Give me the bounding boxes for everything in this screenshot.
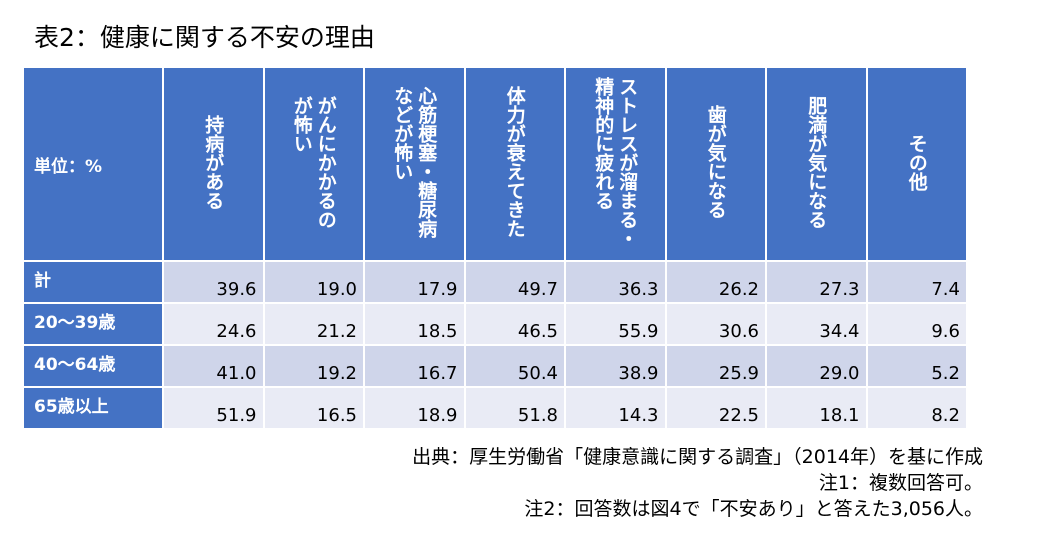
table-cell: 51.8 [463,386,566,430]
table-row: 20～39歳 24.6 21.2 18.5 46.5 55.9 30.6 34.… [22,302,968,346]
table-row: 計 39.6 19.0 17.9 49.7 36.3 26.2 27.3 7.4 [22,260,968,304]
table-cell: 55.9 [564,302,667,346]
column-header-stress: ストレスが溜まる・ 精神的に疲れる [564,66,667,262]
table-cell: 19.2 [262,344,365,388]
table-row: 40～64歳 41.0 19.2 16.7 50.4 38.9 25.9 29.… [22,344,968,388]
column-header-teeth: 歯が気になる [664,66,767,262]
table-cell: 17.9 [363,260,466,304]
table-cell: 30.6 [664,302,767,346]
row-label: 計 [22,260,164,304]
table-cell: 36.3 [564,260,667,304]
column-header-other: その他 [865,66,968,262]
column-header-cancer: がんにかかるの が怖い [262,66,365,262]
table-cell: 18.5 [363,302,466,346]
table-cell: 16.7 [363,344,466,388]
table-row: 65歳以上 51.9 16.5 18.9 51.8 14.3 22.5 18.1… [22,386,968,430]
table-cell: 29.0 [765,344,868,388]
footnotes: 出典：厚生労働省「健康意識に関する調査」（2014年）を基に作成 注1：複数回答… [412,444,983,522]
table-cell: 14.3 [564,386,667,430]
table-cell: 34.4 [765,302,868,346]
table-cell: 46.5 [463,302,566,346]
table-cell: 26.2 [664,260,767,304]
row-label: 40～64歳 [22,344,164,388]
column-header-obesity: 肥満が気になる [765,66,868,262]
table-header-row: 単位：% 持病がある がんにかかるの が怖い 心筋梗塞・糖尿病 などが怖い 体力… [22,66,968,262]
table-cell: 41.0 [162,344,265,388]
table-cell: 22.5 [664,386,767,430]
table-cell: 27.3 [765,260,868,304]
row-label: 65歳以上 [22,386,164,430]
table-cell: 18.9 [363,386,466,430]
column-header-chronic-disease: 持病がある [162,66,265,262]
column-header-stamina: 体力が衰えてきた [463,66,566,262]
reasons-table: 単位：% 持病がある がんにかかるの が怖い 心筋梗塞・糖尿病 などが怖い 体力… [22,66,968,430]
table-cell: 9.6 [865,302,968,346]
table-cell: 19.0 [262,260,365,304]
table-cell: 21.2 [262,302,365,346]
note-2: 注2：回答数は図4で「不安あり」と答えた3,056人。 [524,498,983,520]
row-label: 20～39歳 [22,302,164,346]
table-cell: 5.2 [865,344,968,388]
table-cell: 24.6 [162,302,265,346]
unit-label: 単位：% [22,66,164,262]
table-cell: 49.7 [463,260,566,304]
column-header-heart-diabetes: 心筋梗塞・糖尿病 などが怖い [363,66,466,262]
table-cell: 51.9 [162,386,265,430]
table-cell: 18.1 [765,386,868,430]
table-cell: 16.5 [262,386,365,430]
source-note: 出典：厚生労働省「健康意識に関する調査」（2014年）を基に作成 [412,446,983,468]
page-title: 表2：健康に関する不安の理由 [34,23,375,52]
table-cell: 25.9 [664,344,767,388]
table-cell: 7.4 [865,260,968,304]
note-1: 注1：複数回答可。 [818,472,983,494]
table-cell: 38.9 [564,344,667,388]
table-cell: 50.4 [463,344,566,388]
table-cell: 39.6 [162,260,265,304]
table-cell: 8.2 [865,386,968,430]
